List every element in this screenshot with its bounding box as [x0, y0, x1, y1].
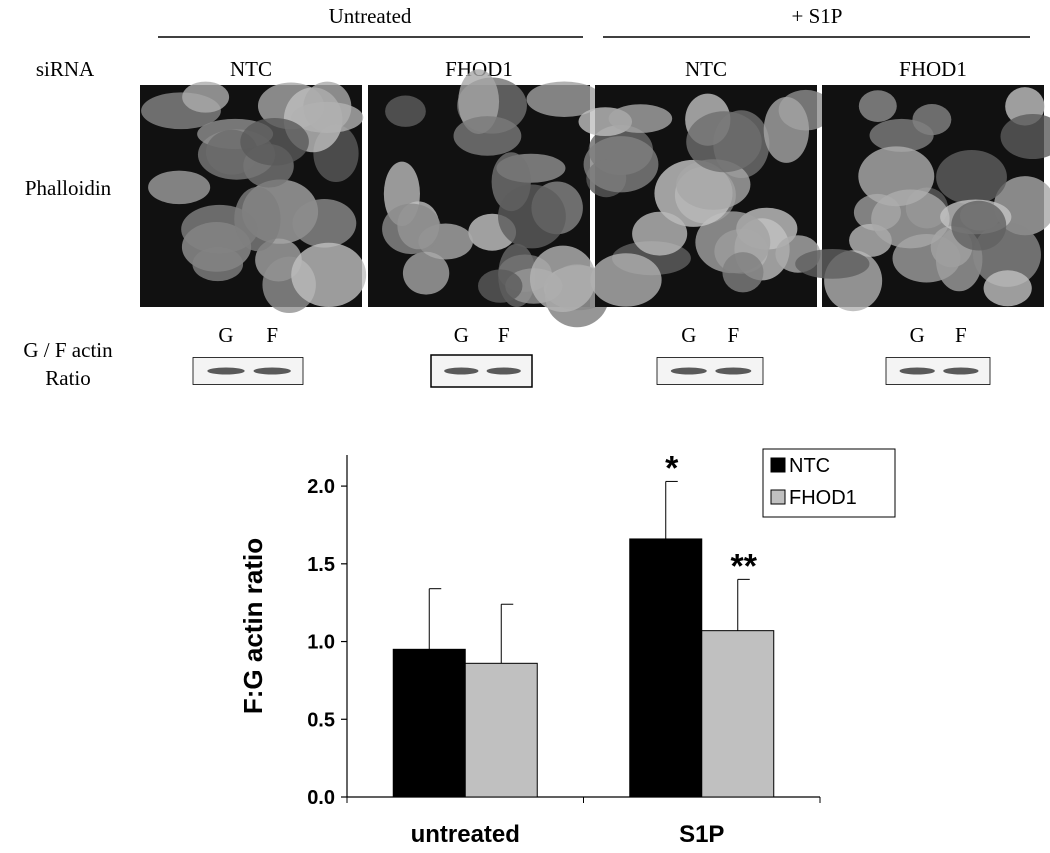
cell: [182, 81, 230, 113]
band: [444, 367, 479, 375]
cell: [722, 252, 764, 293]
band: [899, 367, 935, 375]
y-tick-label: 0.5: [307, 709, 335, 731]
bar: [629, 538, 703, 798]
legend-swatch: [770, 489, 786, 505]
panel-label: FHOD1: [899, 57, 967, 81]
lane-label: G: [218, 323, 233, 347]
cell: [858, 90, 897, 122]
cell: [234, 186, 281, 252]
y-tick-label: 1.0: [307, 632, 335, 654]
cell: [385, 95, 426, 127]
cell: [869, 118, 934, 152]
bar: [392, 648, 466, 798]
x-tick-label: S1P: [679, 821, 724, 848]
band: [670, 367, 707, 375]
cell: [858, 146, 935, 207]
cell: [795, 248, 870, 279]
cell: [983, 270, 1032, 307]
cell: [676, 159, 751, 210]
legend-label: NTC: [789, 455, 830, 477]
lane-label: F: [266, 323, 278, 347]
lane-label: F: [955, 323, 967, 347]
legend-label: FHOD1: [789, 487, 857, 509]
group-label: Untreated: [329, 4, 412, 28]
band: [207, 367, 245, 375]
band: [253, 367, 291, 375]
cell: [453, 116, 522, 156]
group-label: + S1P: [792, 4, 843, 28]
y-tick-label: 2.0: [307, 476, 335, 498]
significance: *: [665, 449, 679, 487]
cell: [590, 253, 662, 307]
panel-label: NTC: [230, 57, 272, 81]
cell: [291, 242, 367, 308]
cell: [686, 111, 762, 173]
cell: [763, 96, 810, 163]
x-tick-label: untreated: [411, 821, 520, 848]
y-axis-label: F:G actin ratio: [238, 538, 268, 714]
cell: [497, 184, 566, 249]
cell: [291, 101, 364, 133]
lane-label: F: [498, 323, 510, 347]
cell: [402, 251, 450, 295]
row-label: Phalloidin: [25, 176, 112, 200]
panel-label: NTC: [685, 57, 727, 81]
cell: [1000, 113, 1050, 160]
cell: [951, 200, 1007, 251]
y-tick-label: 0.0: [307, 787, 335, 809]
cell: [240, 117, 309, 166]
lane-label: G: [454, 323, 469, 347]
band: [943, 367, 979, 375]
y-tick-label: 1.5: [307, 554, 335, 576]
row-label: G / F actin: [23, 338, 113, 362]
cell: [148, 170, 211, 205]
band: [715, 367, 752, 375]
row-label: siRNA: [36, 57, 95, 81]
significance: **: [731, 547, 758, 585]
cell: [477, 269, 523, 303]
cell: [632, 211, 688, 256]
cell: [608, 104, 673, 133]
bar: [701, 630, 775, 798]
cell: [292, 198, 357, 248]
row-label: Ratio: [45, 366, 91, 390]
cell: [583, 136, 659, 193]
cell: [529, 245, 596, 313]
lane-label: F: [727, 323, 739, 347]
cell: [526, 81, 603, 118]
cell: [936, 149, 1007, 205]
lane-label: G: [910, 323, 925, 347]
cell: [192, 247, 244, 282]
cell: [382, 203, 442, 255]
band: [486, 367, 521, 375]
bar: [464, 662, 538, 798]
lane-label: G: [681, 323, 696, 347]
legend-swatch: [770, 457, 786, 473]
